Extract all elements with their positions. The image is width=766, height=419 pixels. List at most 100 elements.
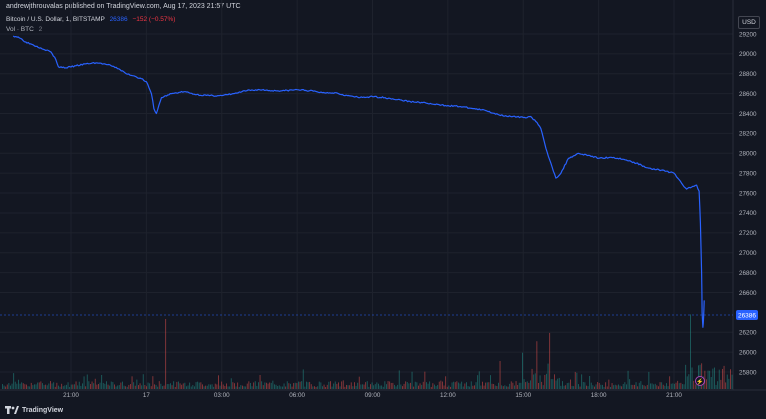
volume-bar bbox=[496, 385, 498, 389]
grid-lines bbox=[0, 0, 733, 390]
volume-bar bbox=[285, 386, 287, 389]
volume-bar bbox=[341, 381, 343, 389]
volume-bar bbox=[322, 386, 323, 389]
volume-bar bbox=[634, 384, 635, 389]
volume-bar bbox=[200, 382, 202, 389]
volume-bar bbox=[88, 381, 90, 389]
volume-bar bbox=[112, 382, 114, 389]
volume-bar bbox=[155, 384, 157, 389]
volume-bar bbox=[328, 381, 330, 389]
volume-bar bbox=[566, 383, 568, 389]
volume-bar bbox=[626, 384, 627, 389]
volume-bar bbox=[5, 386, 7, 389]
y-tick-label: 29000 bbox=[739, 51, 757, 58]
symbol-name[interactable]: Bitcoin / U.S. Dollar, 1, BITSTAMP bbox=[6, 16, 105, 23]
svg-text:⚡: ⚡ bbox=[696, 378, 703, 386]
volume-bar bbox=[707, 370, 709, 389]
volume-bar bbox=[293, 383, 295, 389]
volume-bar bbox=[205, 385, 207, 389]
volume-bar bbox=[405, 381, 407, 389]
volume-bar bbox=[515, 381, 517, 389]
volume-bar bbox=[70, 384, 72, 389]
volume-bar bbox=[613, 385, 615, 389]
volume-bar bbox=[245, 386, 247, 389]
volume-bar bbox=[275, 384, 277, 389]
volume-bar bbox=[13, 373, 15, 389]
volume-bar bbox=[563, 385, 565, 389]
volume-bar bbox=[574, 371, 576, 389]
volume-bar bbox=[659, 382, 661, 389]
volume-bar bbox=[730, 369, 731, 389]
volume-bar bbox=[366, 381, 368, 389]
volume-bar bbox=[390, 382, 392, 389]
volume-bar bbox=[662, 384, 664, 389]
volume-bar bbox=[531, 368, 533, 389]
volume-bar bbox=[611, 383, 613, 389]
volume-bars bbox=[2, 314, 733, 389]
volume-bar bbox=[438, 381, 440, 389]
volume-bar bbox=[165, 319, 167, 389]
volume-bar bbox=[352, 386, 354, 389]
volume-bar bbox=[456, 381, 458, 389]
volume-bar bbox=[395, 386, 397, 389]
volume-bar bbox=[682, 384, 683, 389]
volume-bar bbox=[197, 381, 199, 389]
volume-bar bbox=[714, 367, 715, 389]
y-tick-label: 28400 bbox=[739, 111, 757, 118]
volume-bar bbox=[398, 370, 400, 389]
volume-bar bbox=[270, 382, 272, 389]
price-axis[interactable]: 29200 29000 28800 28600 28400 28200 28000 27800… bbox=[739, 31, 757, 376]
volume-bar bbox=[58, 385, 59, 389]
currency-button[interactable]: USD bbox=[738, 16, 760, 29]
volume-bar bbox=[11, 383, 13, 389]
volume-bar bbox=[442, 381, 443, 389]
volume-bar bbox=[310, 384, 312, 389]
volume-bar bbox=[154, 384, 155, 389]
volume-bar bbox=[483, 385, 485, 389]
volume-bar bbox=[38, 382, 40, 389]
volume-bar bbox=[389, 381, 391, 389]
volume-bar bbox=[32, 385, 34, 389]
y-tick-label: 28000 bbox=[739, 151, 757, 158]
volume-bar bbox=[582, 381, 584, 389]
volume-bar bbox=[99, 382, 101, 389]
volume-bar bbox=[323, 384, 325, 389]
volume-bar bbox=[85, 386, 87, 389]
replay-marker-icon[interactable]: ⚡ bbox=[695, 376, 705, 386]
volume-bar bbox=[82, 383, 83, 389]
volume-bar bbox=[189, 382, 191, 389]
volume-bar bbox=[198, 382, 200, 389]
volume-bar bbox=[590, 382, 592, 389]
volume-bar bbox=[125, 386, 127, 389]
volume-bar bbox=[6, 384, 8, 389]
volume-bar bbox=[237, 382, 239, 389]
volume-bar bbox=[403, 383, 405, 389]
volume-bar bbox=[2, 384, 3, 389]
volume-bar bbox=[296, 383, 298, 389]
volume-bar bbox=[429, 381, 431, 389]
volume-bar bbox=[354, 382, 355, 389]
volume-bar bbox=[312, 386, 314, 389]
volume-bar bbox=[683, 384, 685, 389]
volume-bar bbox=[701, 363, 703, 389]
x-tick-label: 06:00 bbox=[289, 392, 305, 399]
x-tick-label: 18:00 bbox=[591, 392, 607, 399]
volume-bar bbox=[262, 385, 264, 389]
time-axis[interactable]: 21:00 17 03:00 06:00 09:00 12:00 15:00 18:00 21:… bbox=[63, 392, 682, 399]
volume-bar bbox=[579, 386, 581, 389]
volume-bar bbox=[34, 384, 35, 389]
volume-bar bbox=[330, 381, 331, 389]
volume-bar bbox=[243, 386, 245, 389]
volume-bar bbox=[104, 383, 106, 389]
volume-bar bbox=[560, 385, 562, 389]
volume-bar bbox=[91, 381, 93, 389]
volume-label[interactable]: Vol · BTC bbox=[6, 26, 34, 33]
volume-bar bbox=[555, 380, 557, 389]
x-tick-label: 21:00 bbox=[63, 392, 79, 399]
volume-bar bbox=[50, 381, 51, 389]
y-tick-label: 25800 bbox=[739, 369, 757, 376]
volume-bar bbox=[461, 381, 463, 389]
volume-bar bbox=[278, 385, 280, 389]
volume-bar bbox=[61, 383, 63, 389]
